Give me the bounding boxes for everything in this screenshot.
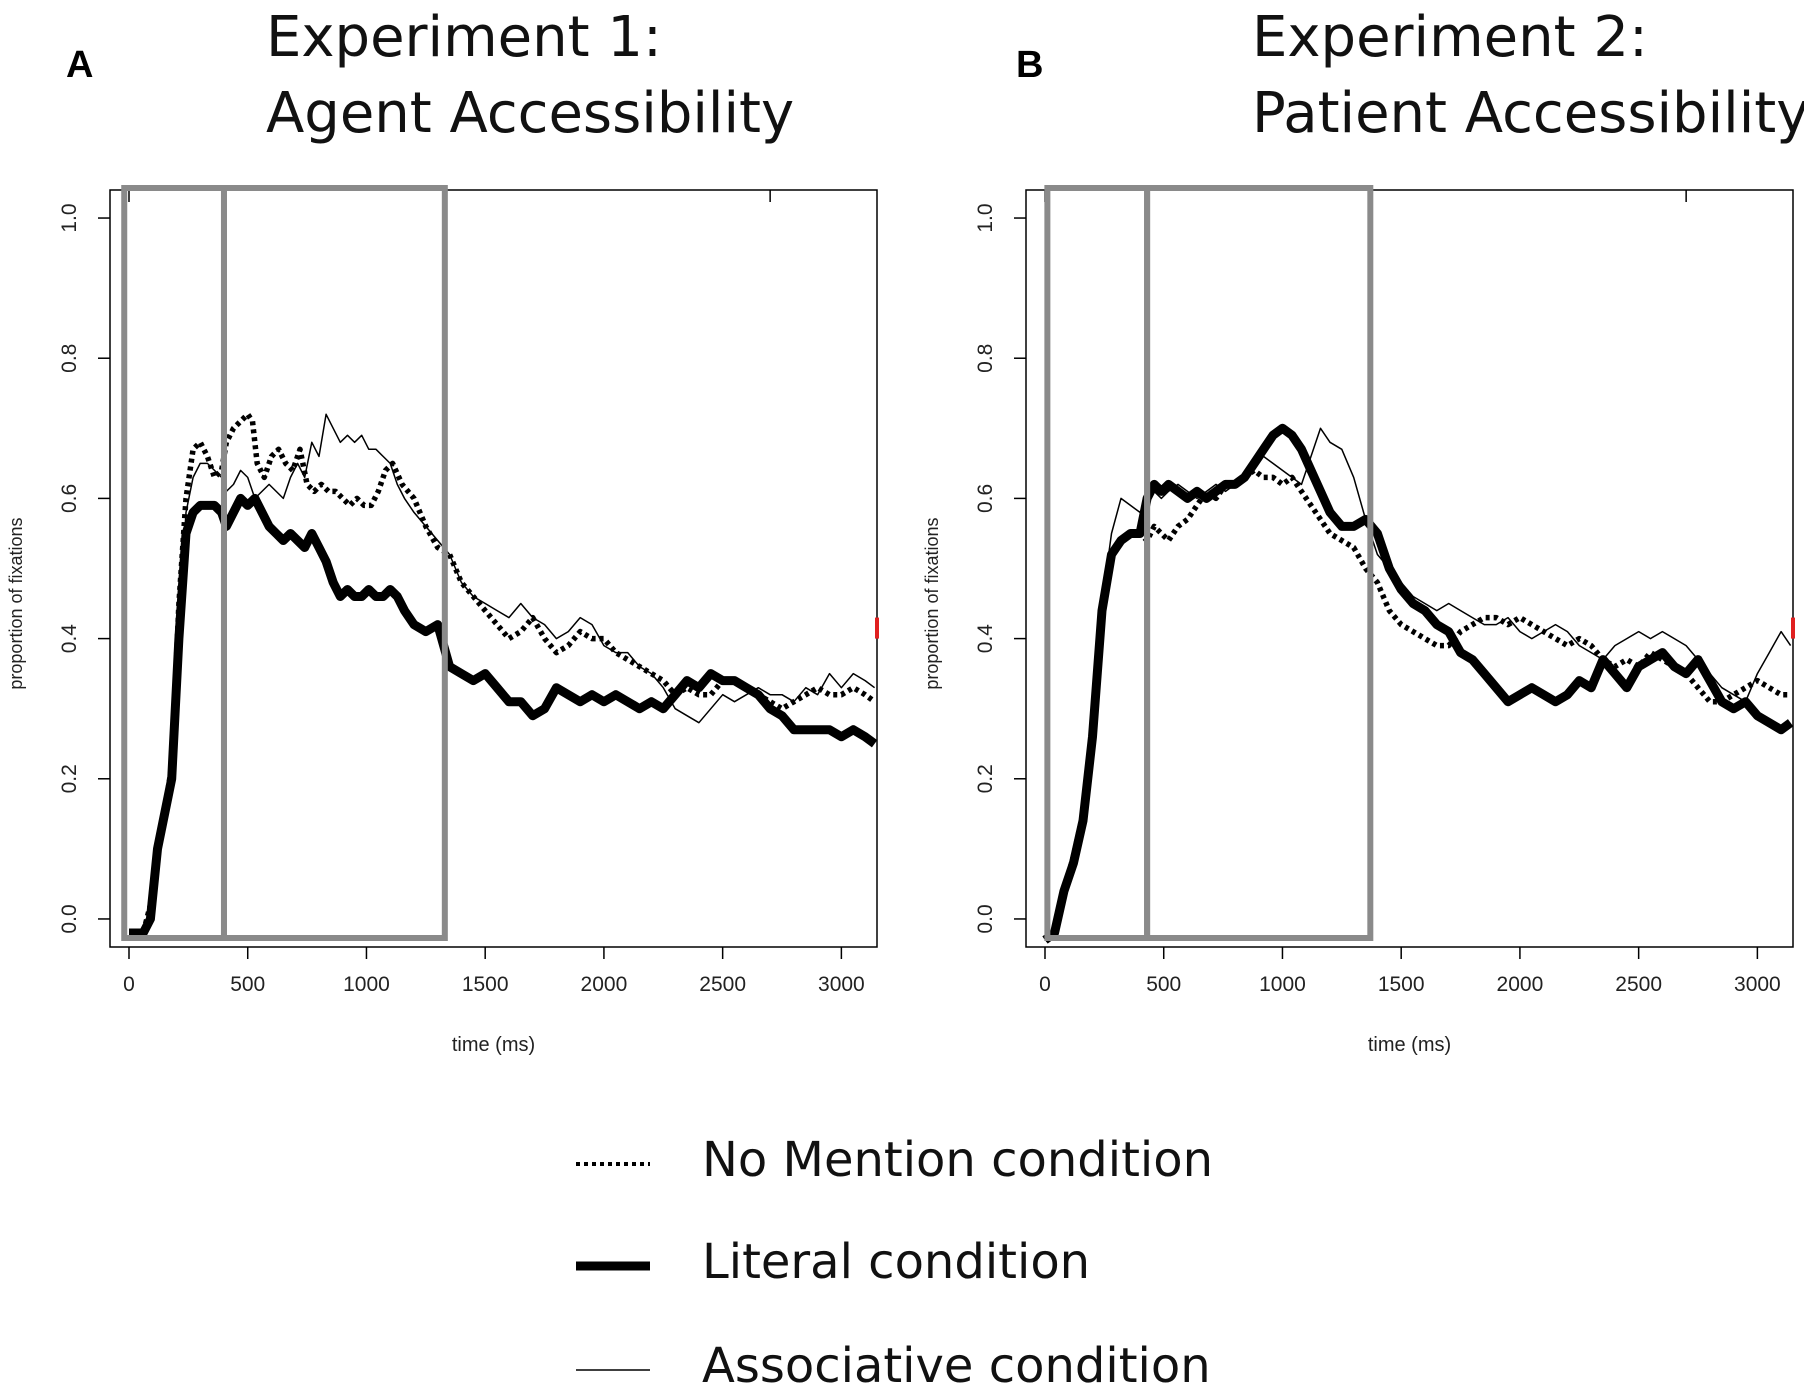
analysis-window: [1144, 185, 1374, 941]
panel-a-title-line1: Experiment 1:: [266, 5, 662, 70]
x-tick-label: 3000: [1734, 973, 1781, 996]
y-tick-label: 1.0: [58, 203, 81, 232]
plot-frame: [109, 189, 878, 948]
panel-a-title: Experiment 1: Agent Accessibility: [266, 0, 794, 152]
y-tick-label: 0.4: [974, 624, 997, 654]
x-tick-label: 0: [1039, 973, 1051, 996]
x-tick-label: 2500: [699, 973, 746, 996]
x-tick-label: 1000: [343, 973, 390, 996]
x-tick-label: 2000: [1497, 973, 1544, 996]
x-tick-label: 1500: [1378, 973, 1425, 996]
panel-b-title: Experiment 2: Patient Accessibility: [1252, 0, 1804, 152]
x-axis-label: time (ms): [1368, 1034, 1451, 1056]
y-tick-label: 0.6: [58, 484, 81, 513]
y-tick-label: 0.2: [58, 764, 81, 793]
series-line-dotted: [129, 411, 877, 936]
y-tick-label: 0.4: [58, 624, 81, 654]
x-tick-label: 500: [1146, 973, 1181, 996]
x-tick-label: 1000: [1259, 973, 1306, 996]
plot-experiment-1: 0 500 1000 1500 2000 2500 3000 0.0 0.2 0.4 0.6 0.8 1…: [6, 185, 879, 1056]
panel-b-letter: B: [1016, 44, 1044, 86]
x-tick-label: 0: [123, 973, 135, 996]
y-axis-label: proportion of fixations: [6, 517, 26, 689]
panel-b-title-line2: Patient Accessibility: [1252, 81, 1804, 146]
x-tick-label: 1500: [462, 973, 509, 996]
series-line-thin: [129, 413, 876, 934]
x-axis-label: time (ms): [452, 1034, 535, 1056]
series-line-dotted: [1043, 467, 1791, 943]
y-tick-label: 0.2: [974, 764, 997, 793]
y-tick-label: 1.0: [974, 203, 997, 232]
y-tick-label: 0.6: [974, 484, 997, 513]
legend-label-associative: Associative condition: [702, 1338, 1211, 1394]
legend-label-no-mention: No Mention condition: [702, 1132, 1214, 1188]
legend-label-literal: Literal condition: [702, 1234, 1091, 1290]
panel-a-title-line2: Agent Accessibility: [266, 81, 795, 146]
panel-b-title-line1: Experiment 2:: [1252, 5, 1648, 70]
y-axis-label: proportion of fixations: [922, 517, 942, 689]
x-tick-label: 500: [230, 973, 265, 996]
x-tick-label: 2000: [581, 973, 628, 996]
y-tick-label: 0.0: [58, 904, 81, 933]
series-line-thin: [1044, 427, 1792, 941]
y-tick-label: 0.0: [974, 904, 997, 933]
analysis-window: [121, 185, 227, 941]
figure-plots: 0 500 1000 1500 2000 2500 3000 0.0 0.2 0.4 0.6 0.8 1…: [6, 185, 1795, 1056]
panel-a-letter: A: [66, 44, 94, 86]
x-tick-label: 3000: [818, 973, 865, 996]
plot-frame: [1025, 189, 1794, 948]
analysis-window: [1044, 185, 1151, 941]
y-tick-label: 0.8: [974, 344, 997, 373]
x-tick-label: 2500: [1615, 973, 1662, 996]
plot-experiment-2: 0 500 1000 1500 2000 2500 3000 0.0 0.2 0.4 0.6 0.8 1…: [922, 185, 1795, 1056]
analysis-window: [220, 185, 448, 941]
series-line-thick: [1042, 423, 1794, 944]
y-tick-label: 0.8: [58, 344, 81, 373]
series-line-thick: [129, 493, 878, 938]
